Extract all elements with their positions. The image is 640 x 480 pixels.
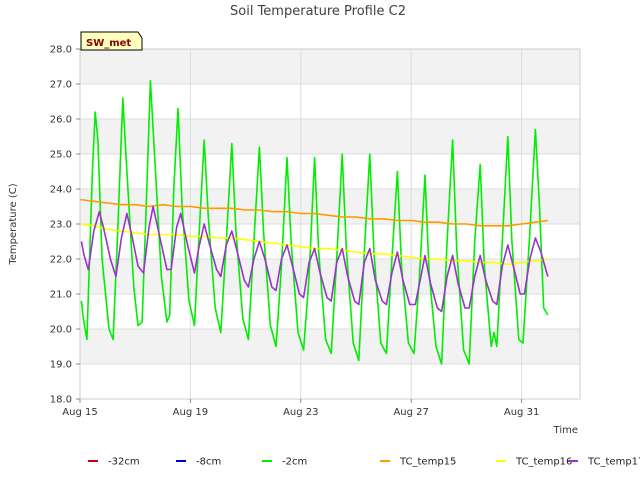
x-axis-label: Time xyxy=(553,425,578,436)
y-tick-label: 19.0 xyxy=(50,360,72,371)
y-axis-ticks: 18.0 19.0 20.0 21.0 22.0 23.0 24.0 25.0 26.0 27.0… xyxy=(50,45,80,406)
x-tick-label: Aug 19 xyxy=(173,407,208,418)
series-line-tc-temp17 xyxy=(80,205,549,313)
y-tick-label: 25.0 xyxy=(50,150,72,161)
y-axis-label: Temperature (C) xyxy=(8,183,19,265)
legend-label: -2cm xyxy=(282,457,307,468)
y-tick-label: 22.0 xyxy=(50,255,72,266)
x-tick-label: Aug 15 xyxy=(62,407,97,418)
plot-band xyxy=(80,49,580,84)
station-badge: SW_met xyxy=(80,31,143,51)
badge-label: SW_met xyxy=(86,38,131,49)
y-tick-label: 23.0 xyxy=(50,220,72,231)
series-layer xyxy=(79,79,549,365)
x-tick-label: Aug 23 xyxy=(283,407,318,418)
legend-label: TC_temp17 xyxy=(587,457,640,468)
x-tick-label: Aug 27 xyxy=(393,407,428,418)
legend-label: TC_temp15 xyxy=(399,457,456,468)
legend: -32cm -8cm -2cm TC_temp15 TC_temp16 TC_temp17 xyxy=(88,457,640,468)
plot-band xyxy=(80,189,580,224)
plot-band xyxy=(80,119,580,154)
x-axis-ticks: Aug 15 Aug 19 Aug 23 Aug 27 Aug 31 xyxy=(62,399,539,418)
y-tick-label: 20.0 xyxy=(50,325,72,336)
plot-band xyxy=(80,329,580,364)
badge-shape xyxy=(80,31,143,51)
series-line-tc-temp15 xyxy=(79,198,548,227)
y-tick-label: 27.0 xyxy=(50,80,72,91)
legend-label: TC_temp16 xyxy=(515,457,572,468)
y-tick-label: 24.0 xyxy=(50,185,72,196)
y-tick-label: 28.0 xyxy=(50,45,72,56)
y-tick-label: 26.0 xyxy=(50,115,72,126)
chart-title: Soil Temperature Profile C2 xyxy=(230,4,406,19)
legend-label: -32cm xyxy=(108,457,140,468)
y-tick-label: 21.0 xyxy=(50,290,72,301)
x-tick-label: Aug 31 xyxy=(504,407,539,418)
legend-label: -8cm xyxy=(196,457,221,468)
y-tick-label: 18.0 xyxy=(50,395,72,406)
